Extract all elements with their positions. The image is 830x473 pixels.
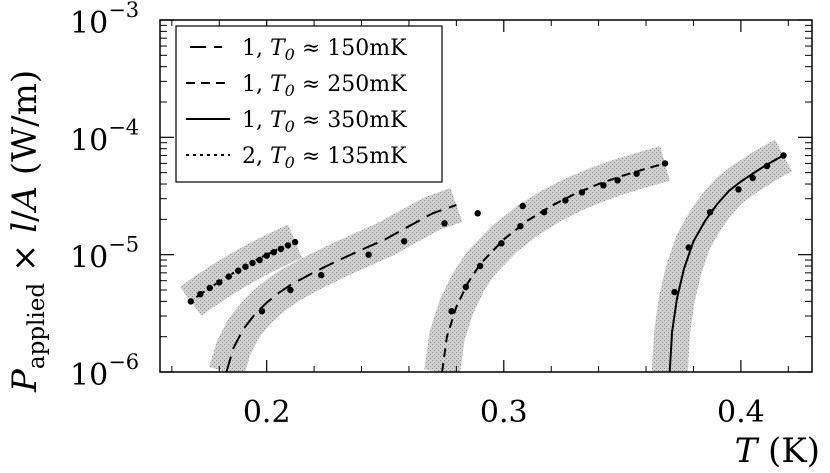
y-tick-label: 10−3	[70, 0, 139, 41]
data-point	[318, 271, 325, 279]
data-point	[287, 286, 294, 294]
y-tick-label: 10−5	[70, 233, 139, 276]
data-point	[517, 223, 524, 230]
data-point	[749, 174, 756, 182]
data-point	[735, 186, 742, 193]
data-point	[249, 259, 256, 267]
axis-ticks	[160, 19, 812, 373]
data-point	[614, 177, 621, 184]
y-axis-title: Papplied × l/A (W/m)	[5, 70, 50, 393]
error-band	[651, 139, 792, 372]
x-axis-title: T (K)	[735, 431, 820, 471]
data-point	[235, 267, 242, 274]
x-tick-labels: 0.2 0.3 0.4	[243, 395, 765, 430]
legend-entry: 2, T0 ≈ 135mK	[242, 144, 407, 172]
data-point	[661, 160, 669, 167]
data-point	[258, 308, 266, 315]
data-point	[401, 238, 408, 245]
data-point	[197, 291, 204, 298]
data-point	[600, 182, 607, 189]
data-point	[216, 279, 223, 286]
y-tick-label: 10−4	[70, 115, 139, 158]
x-tick-label: 0.2	[243, 395, 291, 430]
data-point	[256, 256, 263, 264]
data-point	[540, 209, 548, 216]
y-tick-labels: 10−6 10−5 10−4 10−3	[70, 0, 139, 393]
data-point	[284, 242, 292, 249]
data-point	[206, 284, 213, 292]
data-point	[448, 308, 455, 315]
data-point	[462, 283, 469, 291]
data-point	[633, 170, 640, 177]
data-point	[270, 249, 277, 256]
data-point	[763, 162, 771, 170]
series-line	[225, 204, 457, 372]
y-tick-label: 10−6	[70, 350, 139, 393]
data-point	[780, 152, 787, 159]
data-point	[498, 240, 505, 247]
data-point	[365, 251, 372, 258]
data-point	[519, 202, 526, 210]
plot-frame	[159, 19, 813, 373]
data-point	[685, 244, 692, 251]
data-point	[562, 197, 569, 204]
data-point	[476, 262, 484, 270]
legend-box	[175, 25, 443, 183]
legend-entry: 1, T0 ≈ 150mK	[242, 36, 407, 64]
data-point	[706, 209, 714, 216]
series-line	[441, 162, 666, 372]
error-band	[424, 146, 670, 372]
data-point	[671, 288, 678, 296]
error-band	[209, 188, 463, 372]
data-point	[578, 189, 586, 196]
data-point	[263, 252, 270, 259]
x-tick-label: 0.4	[717, 395, 765, 430]
legend-entry: 1, T0 ≈ 250mK	[242, 72, 407, 100]
data-point	[474, 210, 481, 217]
data-point	[277, 245, 285, 253]
x-tick-label: 0.3	[480, 395, 528, 430]
data-point	[441, 220, 448, 227]
data-point	[291, 238, 299, 246]
data-point	[242, 263, 249, 270]
data-points	[187, 152, 787, 315]
legend-entry: 1, T0 ≈ 350mK	[242, 108, 407, 136]
data-point	[187, 298, 194, 305]
data-point	[225, 273, 232, 280]
legend: 1, T0 ≈ 150mK 1, T0 ≈ 250mK 1, T0 ≈ 350mK 2…	[175, 25, 443, 183]
